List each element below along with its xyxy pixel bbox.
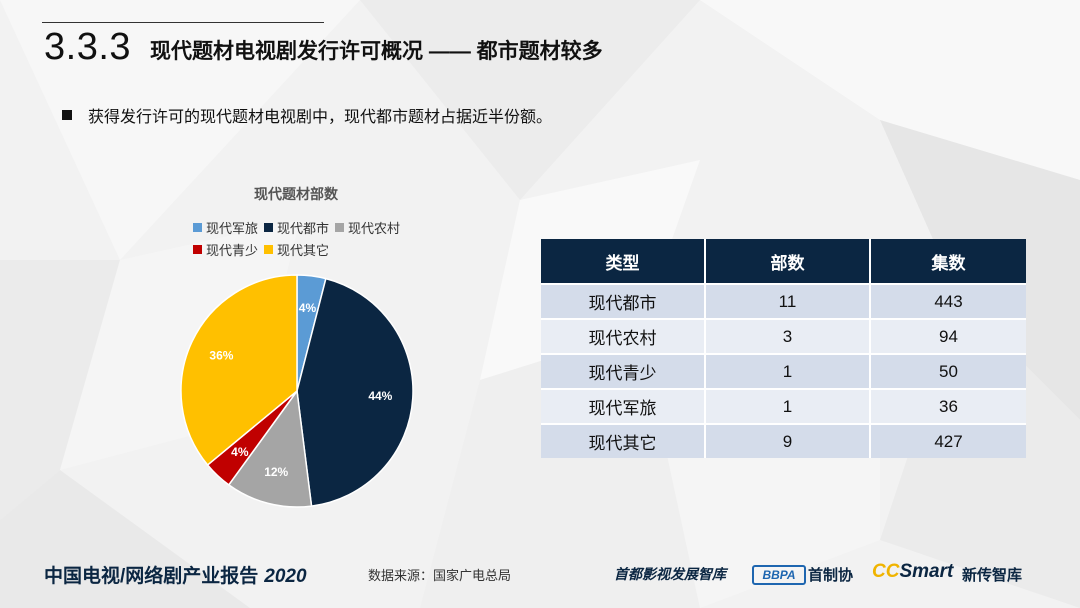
data-table: 类型 部数 集数 现代都市 11 443 现代农村 3 94 现代青少 1 50… [541, 239, 1026, 458]
ccsmart-rest: Smart [899, 561, 954, 582]
report-title-text: 中国电视/网络剧产业报告 [44, 566, 259, 587]
pie-slice-rural [227, 389, 313, 508]
table-row: 现代其它 9 427 [541, 423, 1026, 458]
table-header-row: 类型 部数 集数 [541, 239, 1026, 284]
pie-label-other: 36% [209, 348, 233, 362]
cell-type: 现代农村 [541, 318, 706, 354]
pie-slice-other [180, 274, 298, 466]
ccsmart-cc: CC [872, 561, 900, 582]
cell-count: 1 [705, 353, 871, 389]
pie-label-military: 4% [299, 301, 317, 315]
chart-title: 现代题材部数 [254, 186, 338, 202]
legend-item-rural: 现代农村 [335, 218, 400, 237]
table-row: 现代农村 3 94 [541, 318, 1026, 354]
section-number: 3.3.3 [44, 26, 132, 68]
pie-label-youth: 4% [231, 445, 249, 459]
legend-row: 现代青少 现代其它 [193, 238, 423, 260]
cell-episodes: 94 [870, 318, 1026, 354]
legend-swatch [335, 222, 345, 232]
cell-type: 现代军旅 [541, 388, 706, 424]
legend-label: 现代青少 [206, 242, 259, 258]
bullet-point: 获得发行许可的现代题材电视剧中，现代都市题材占据近半份额。 [62, 103, 552, 127]
report-year: 2020 [264, 566, 307, 587]
legend-swatch [193, 222, 202, 232]
legend-item-urban: 现代都市 [264, 218, 329, 237]
page-title: 现代题材电视剧发行许可概况 —— 都市题材较多 [150, 40, 603, 63]
table-row: 现代军旅 1 36 [541, 388, 1026, 424]
cell-type: 现代都市 [541, 283, 706, 319]
brand-new-media-think-tank: 新传智库 [962, 567, 1023, 584]
pie-label-urban: 44% [368, 389, 392, 403]
report-title: 中国电视/网络剧产业报告 2020 [44, 561, 307, 588]
cell-count: 1 [705, 388, 871, 424]
header-episodes: 集数 [870, 239, 1026, 284]
data-source: 数据来源：国家广电总局 [368, 568, 512, 583]
cell-episodes: 427 [870, 423, 1026, 458]
table-row: 现代都市 11 443 [541, 283, 1026, 319]
cell-episodes: 443 [870, 283, 1026, 319]
table-row: 现代青少 1 50 [541, 353, 1026, 389]
legend-swatch [193, 244, 202, 254]
legend-label: 现代其它 [277, 242, 330, 258]
legend-item-military: 现代军旅 [193, 218, 258, 237]
cell-count: 3 [705, 318, 871, 354]
cell-episodes: 50 [870, 353, 1026, 389]
brand-capital-film-think-tank: 首都影视发展智库 [614, 566, 726, 582]
legend-label: 现代军旅 [206, 220, 259, 236]
legend-row: 现代军旅 现代都市 现代农村 [193, 216, 423, 238]
pie-label-rural: 12% [264, 465, 288, 479]
header-count: 部数 [705, 239, 871, 284]
cell-count: 11 [705, 283, 871, 319]
legend-item-other: 现代其它 [264, 240, 329, 259]
header-rule [42, 22, 324, 23]
legend-swatch [264, 222, 274, 232]
chart-legend: 现代军旅 现代都市 现代农村 现代青少 现代其它 [193, 216, 423, 260]
bullet-square-icon [62, 110, 72, 120]
bullet-text: 获得发行许可的现代题材电视剧中，现代都市题材占据近半份额。 [88, 109, 553, 126]
cell-type: 现代其它 [541, 423, 706, 458]
ccsmart-logo: CCSmart [872, 561, 953, 583]
legend-label: 现代农村 [348, 220, 401, 236]
pie-chart: 4% 44% 12% 4% 36% [180, 274, 414, 508]
bbpa-logo: BBPA [752, 565, 806, 585]
brand-producers-association: 首制协 [808, 567, 854, 584]
legend-swatch [264, 244, 274, 254]
cell-episodes: 36 [870, 388, 1026, 424]
pie-slice-urban [296, 277, 414, 507]
cell-count: 9 [705, 423, 871, 458]
cell-type: 现代青少 [541, 353, 706, 389]
legend-item-youth: 现代青少 [193, 240, 258, 259]
header-type: 类型 [541, 239, 706, 284]
legend-label: 现代都市 [277, 220, 330, 236]
